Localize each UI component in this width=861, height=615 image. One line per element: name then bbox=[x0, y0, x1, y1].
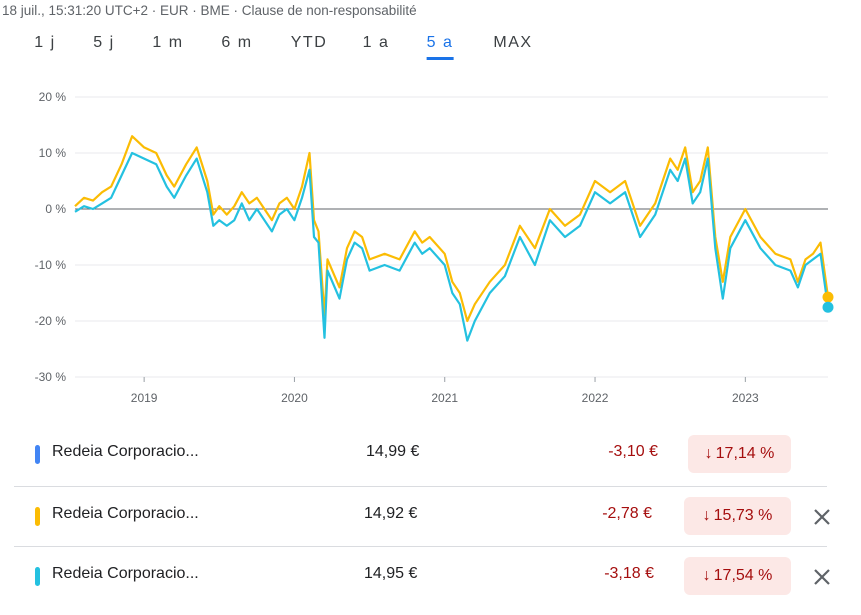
y-tick-label: 10 % bbox=[39, 146, 67, 160]
series-color-swatch bbox=[35, 567, 40, 586]
percent-change-badge: ↓ 17,14 % bbox=[688, 435, 791, 473]
series-end-dot bbox=[822, 291, 834, 303]
price-change: -3,10 € bbox=[608, 443, 658, 460]
range-tab-5y[interactable]: 5 a bbox=[426, 34, 454, 60]
percent-change-value: 15,73 % bbox=[713, 507, 773, 524]
comparison-row[interactable]: Redeia Corporacio... 14,99 € -3,10 € ↓ 1… bbox=[14, 425, 827, 484]
percent-change-badge: ↓ 15,73 % bbox=[684, 497, 791, 535]
series-end-dot bbox=[822, 301, 834, 313]
grid-layer bbox=[75, 96, 828, 378]
security-price: 14,99 € bbox=[366, 443, 420, 460]
y-axis-ticks: 20 % 10 % 0 % -10 % -20 % -30 % bbox=[35, 90, 67, 384]
y-tick-label: -30 % bbox=[35, 370, 67, 384]
y-tick-label: 20 % bbox=[39, 90, 67, 104]
series-line bbox=[74, 135, 830, 323]
x-tick-label: 2022 bbox=[582, 391, 609, 405]
range-tab-1y[interactable]: 1 a bbox=[362, 34, 390, 51]
range-tab-1d[interactable]: 1 j bbox=[34, 34, 56, 51]
chart-meta-info: 18 juil., 15:31:20 UTC+2 · EUR · BME · C… bbox=[2, 3, 417, 18]
range-tab-max[interactable]: MAX bbox=[493, 34, 533, 51]
y-tick-label: 0 % bbox=[45, 202, 66, 216]
end-markers bbox=[822, 291, 834, 313]
security-name[interactable]: Redeia Corporacio... bbox=[52, 565, 199, 582]
price-change: -3,18 € bbox=[604, 565, 654, 582]
x-axis-ticks: 2019 2020 2021 2022 2023 bbox=[131, 377, 759, 405]
security-price: 14,92 € bbox=[364, 505, 418, 522]
x-tick-label: 2020 bbox=[281, 391, 308, 405]
time-range-tabs: 1 j 5 j 1 m 6 m YTD 1 a 5 a MAX bbox=[0, 34, 560, 60]
y-tick-label: -10 % bbox=[35, 258, 67, 272]
remove-comparison-icon[interactable] bbox=[810, 565, 834, 589]
x-tick-label: 2019 bbox=[131, 391, 158, 405]
remove-comparison-icon[interactable] bbox=[810, 505, 834, 529]
series-color-swatch bbox=[35, 507, 40, 526]
x-tick-label: 2021 bbox=[431, 391, 458, 405]
security-name[interactable]: Redeia Corporacio... bbox=[52, 443, 199, 460]
comparison-line-chart: 20 %10 %0 %-10 %-20 %-30 % 2019 2020 2021 2… bbox=[35, 90, 834, 405]
series-color-swatch bbox=[35, 445, 40, 464]
range-tab-ytd[interactable]: YTD bbox=[290, 34, 328, 51]
percent-change-badge: ↓ 17,54 % bbox=[684, 557, 791, 595]
series-line bbox=[74, 151, 830, 342]
range-tab-5d[interactable]: 5 j bbox=[93, 34, 115, 51]
price-change: -2,78 € bbox=[602, 505, 652, 522]
arrow-down-icon: ↓ bbox=[704, 445, 713, 462]
series-layer bbox=[74, 135, 830, 342]
arrow-down-icon: ↓ bbox=[702, 507, 711, 524]
security-name[interactable]: Redeia Corporacio... bbox=[52, 505, 199, 522]
percent-change-value: 17,54 % bbox=[713, 567, 773, 584]
y-tick-label: -20 % bbox=[35, 314, 67, 328]
comparison-row[interactable]: Redeia Corporacio... 14,92 € -2,78 € ↓ 1… bbox=[14, 486, 830, 546]
security-price: 14,95 € bbox=[364, 565, 418, 582]
range-tab-6m[interactable]: 6 m bbox=[221, 34, 253, 51]
percent-change-value: 17,14 % bbox=[715, 445, 775, 462]
arrow-down-icon: ↓ bbox=[702, 567, 711, 584]
range-tab-1m[interactable]: 1 m bbox=[152, 34, 184, 51]
x-tick-label: 2023 bbox=[732, 391, 759, 405]
comparison-row[interactable]: Redeia Corporacio... 14,95 € -3,18 € ↓ 1… bbox=[14, 546, 830, 606]
